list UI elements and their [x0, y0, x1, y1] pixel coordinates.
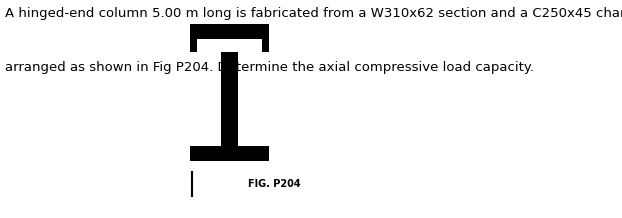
Bar	[190, 24, 269, 39]
Text: A hinged-end column 5.00 m long is fabricated from a W310x62 section and a C250x: A hinged-end column 5.00 m long is fabri…	[6, 7, 622, 20]
Text: arranged as shown in Fig P204. Determine the axial compressive load capacity.: arranged as shown in Fig P204. Determine…	[6, 61, 534, 74]
Text: FIG. P204: FIG. P204	[248, 179, 300, 189]
Bar	[190, 39, 197, 52]
Bar	[221, 52, 238, 146]
Bar	[190, 146, 269, 161]
Bar	[262, 39, 269, 52]
